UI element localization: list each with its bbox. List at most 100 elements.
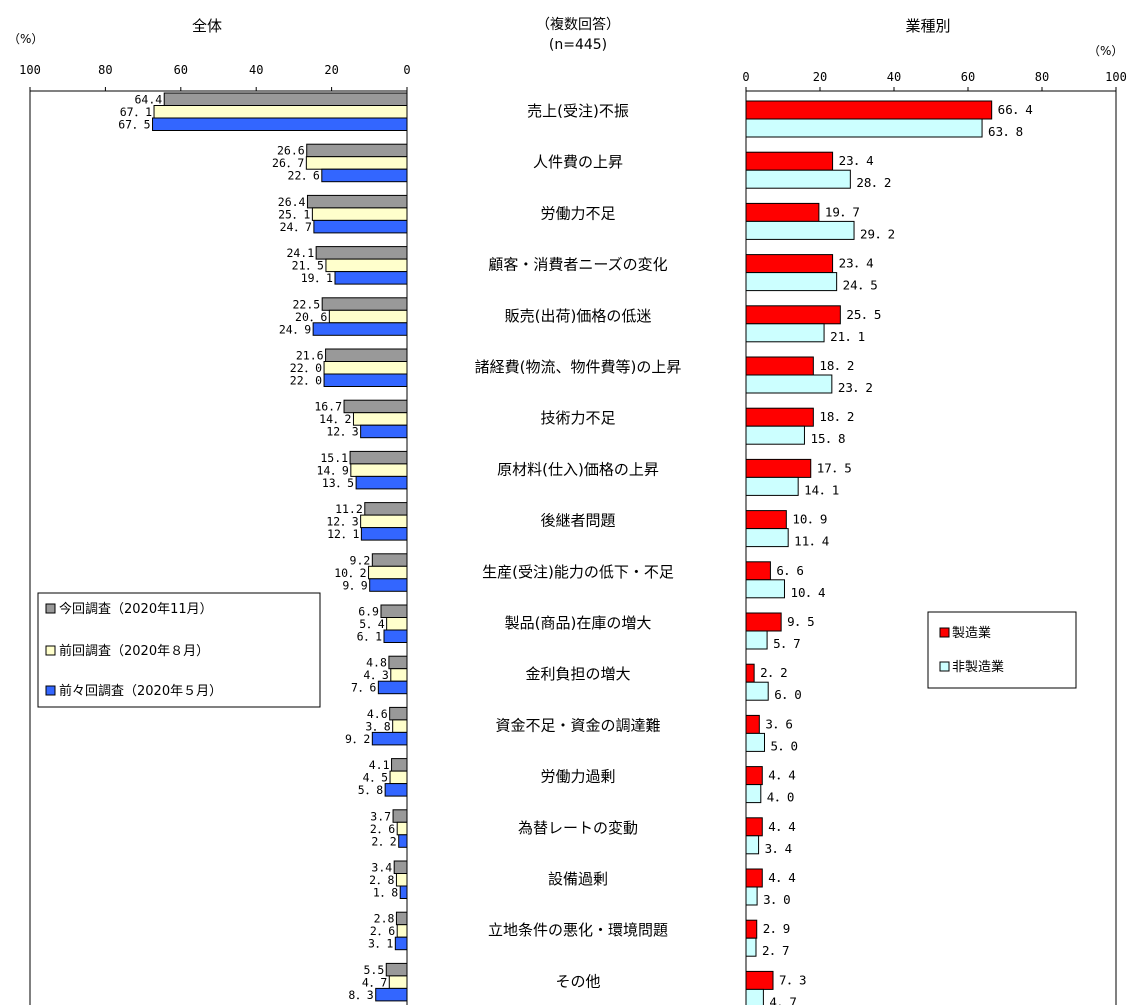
right-bar	[745, 151, 834, 171]
left-data-label: 26．7	[272, 156, 304, 170]
left-tick-label: 40	[249, 63, 263, 77]
left-data-label: 2．2	[371, 834, 396, 848]
right-data-label: 5．0	[771, 738, 799, 753]
right-data-label: 9．5	[787, 614, 815, 629]
category-label: 生産(受注)能力の低下・不足	[482, 563, 674, 581]
left-bar	[334, 271, 408, 285]
left-bar	[163, 92, 408, 106]
legend-label-non-manufacturing: 非製造業	[952, 659, 1004, 675]
right-bar	[745, 202, 820, 222]
left-bar	[328, 309, 408, 324]
left-bar	[350, 463, 408, 477]
left-data-label: 22．0	[290, 374, 322, 388]
left-bar	[306, 143, 408, 158]
category-label: 設備過剰	[548, 870, 608, 888]
right-data-label: 66．4	[998, 102, 1033, 117]
right-data-label: 2．7	[762, 943, 790, 958]
right-chart-title: 業種別	[905, 17, 950, 35]
left-data-label: 11.2	[335, 502, 363, 516]
center-title: （複数回答）	[536, 16, 620, 33]
left-data-label: 19．1	[301, 271, 333, 285]
left-data-label: 2．8	[369, 873, 394, 887]
right-bar	[745, 254, 834, 274]
legend-label-current: 今回調査（2020年11月）	[59, 601, 213, 617]
left-data-label: 22.5	[292, 297, 320, 311]
left-data-label: 12．1	[327, 527, 359, 541]
category-label: 諸経費(物流、物件費等)の上昇	[475, 358, 682, 376]
right-bar	[745, 220, 855, 240]
right-data-label: 23．2	[838, 380, 873, 395]
legend-swatch-current	[45, 603, 56, 614]
right-bar	[745, 561, 771, 581]
right-bar	[745, 970, 774, 990]
right-bar	[745, 579, 785, 599]
right-data-label: 24．5	[843, 278, 878, 293]
right-bar	[745, 919, 758, 939]
left-data-label: 4.1	[369, 758, 390, 772]
left-data-label: 12．3	[326, 425, 358, 439]
left-bar	[398, 834, 408, 848]
left-data-label: 10．2	[334, 566, 366, 580]
category-label: 資金不足・資金の調達難	[495, 716, 660, 734]
left-data-label: 4．5	[363, 771, 388, 785]
left-bar	[368, 565, 408, 580]
left-bar	[369, 578, 408, 592]
category-label: 金利負担の増大	[525, 665, 630, 683]
left-bar	[396, 924, 408, 938]
right-data-label: 18．2	[819, 358, 854, 373]
right-bar	[745, 476, 799, 496]
left-data-label: 24．9	[279, 322, 311, 336]
right-data-label: 3．4	[765, 841, 793, 856]
right-bar	[745, 169, 851, 189]
right-bar	[745, 305, 841, 325]
right-bar	[745, 510, 787, 530]
right-bar	[745, 681, 769, 701]
right-bars: 66．4 63．8 23．4 28．2 19．729．2 23．4 24．5 25．5 21．1…	[745, 100, 1033, 1005]
right-bar	[745, 988, 764, 1005]
left-data-label: 4.8	[366, 656, 387, 670]
left-bar	[306, 194, 408, 209]
left-data-label: 9.2	[350, 553, 371, 567]
right-tick-label: 40	[887, 70, 901, 84]
left-data-label: 12．3	[326, 515, 358, 529]
right-bar	[745, 458, 812, 478]
left-bar	[394, 936, 408, 951]
left-tick-label: 20	[324, 63, 338, 77]
right-data-label: 4．0	[767, 790, 795, 805]
right-bar	[745, 407, 814, 427]
left-x-axis: 100 80 60 40 20 0	[19, 63, 411, 1005]
left-bar	[392, 719, 408, 733]
left-data-label: 20．6	[295, 310, 327, 324]
left-bar	[390, 668, 408, 682]
right-tick-label: 80	[1035, 70, 1049, 84]
right-data-label: 28．2	[856, 175, 891, 190]
right-data-label: 29．2	[860, 226, 895, 241]
right-bar	[745, 374, 833, 394]
left-bar	[383, 629, 408, 643]
right-bar	[745, 118, 983, 138]
right-data-label: 4．4	[768, 768, 796, 783]
left-bar	[312, 322, 408, 336]
legend-swatch-previous	[45, 645, 56, 656]
category-label: 立地条件の悪化・環境問題	[488, 921, 668, 939]
right-bar	[745, 868, 763, 888]
left-bar	[364, 502, 408, 516]
left-tick-label: 100	[19, 63, 41, 77]
left-data-label: 24.1	[286, 246, 314, 260]
left-data-label: 21.6	[296, 349, 324, 363]
legend-label-previous: 前回調査（2020年８月）	[59, 643, 209, 659]
left-data-label: 3.7	[370, 809, 391, 823]
left-bar	[399, 885, 408, 899]
left-bar	[323, 373, 408, 387]
left-bar	[392, 809, 408, 823]
right-data-label: 23．4	[839, 256, 874, 271]
left-bar	[325, 348, 408, 362]
right-unit-label: （%）	[1088, 44, 1123, 58]
left-data-label: 6．1	[357, 630, 382, 644]
category-label: 原材料(仕入)価格の上昇	[497, 460, 659, 478]
category-label: 労働力不足	[540, 204, 615, 222]
right-bar	[745, 663, 755, 683]
left-tick-label: 0	[403, 63, 410, 77]
left-data-label: 22．6	[288, 169, 320, 183]
left-data-label: 9．9	[342, 578, 367, 592]
